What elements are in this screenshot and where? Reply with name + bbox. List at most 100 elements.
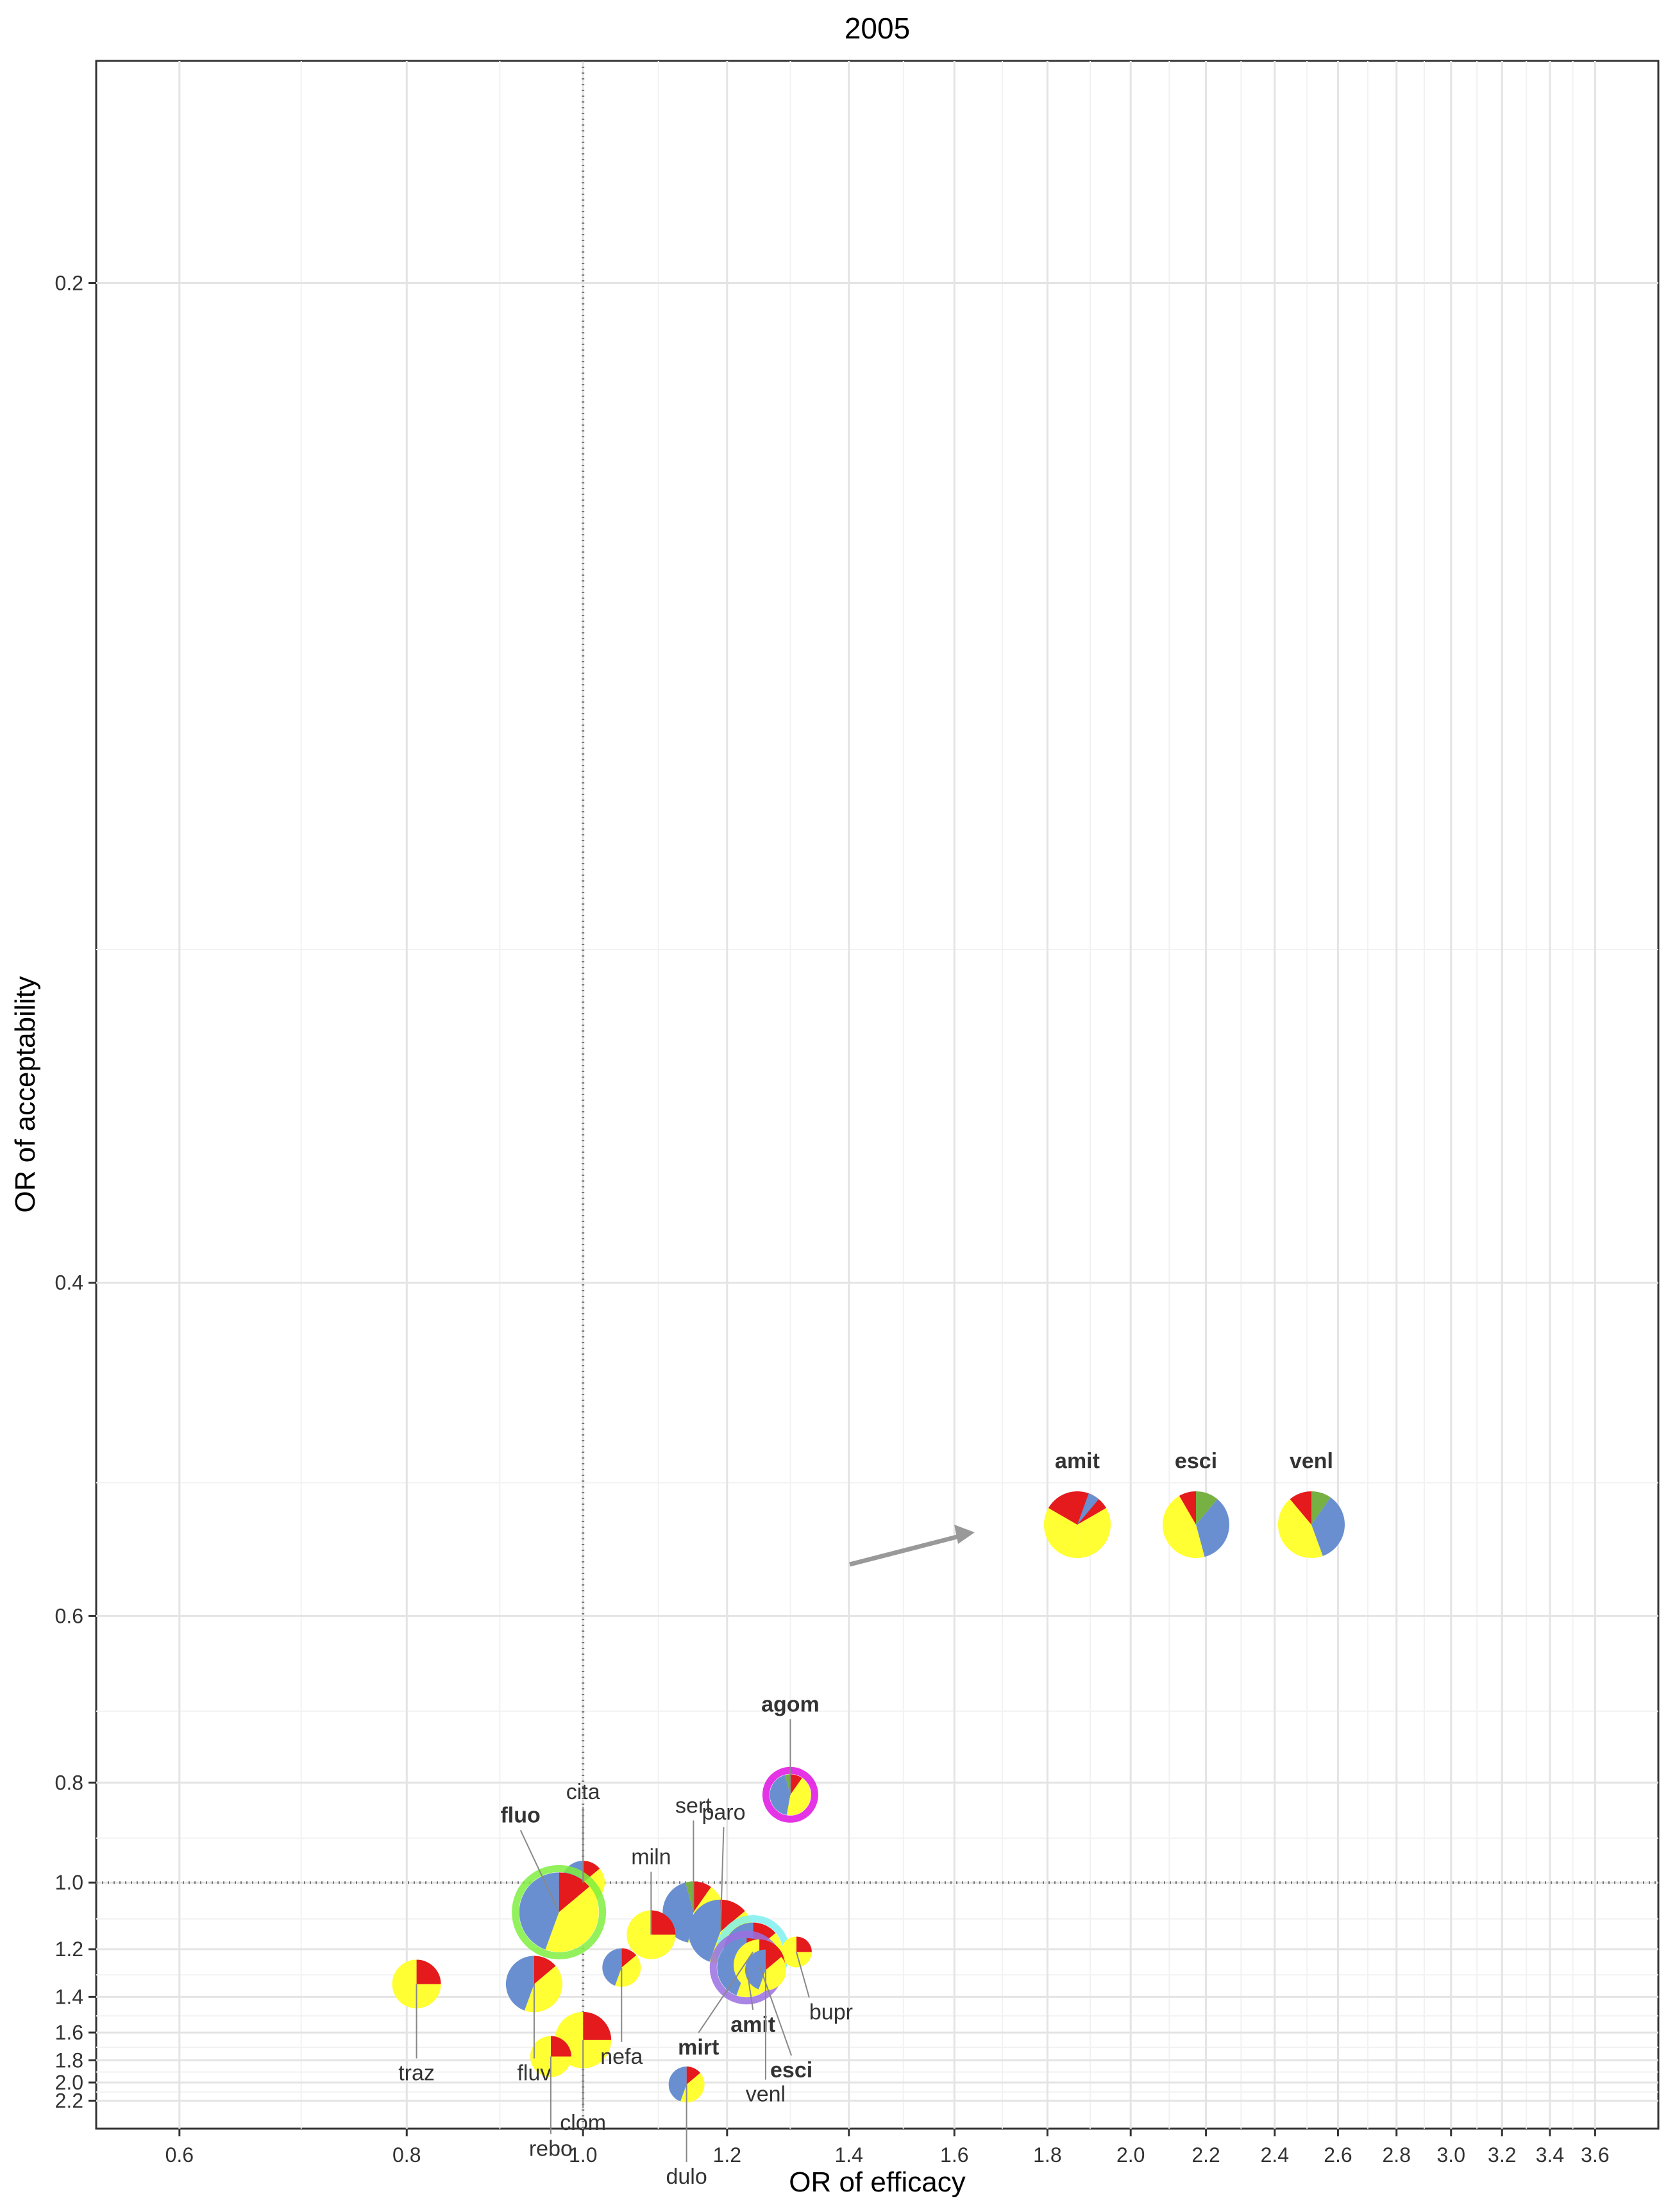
pie-slice	[686, 2066, 701, 2085]
label-leader	[759, 1965, 793, 2056]
inset-pie-esci	[1163, 1491, 1229, 1558]
y-tick-label: 1.4	[55, 1985, 83, 2008]
x-tick-label: 2.0	[1116, 2143, 1145, 2166]
x-tick-label: 2.6	[1324, 2143, 1352, 2166]
pie-slice	[1311, 1497, 1345, 1556]
label-leader	[746, 1967, 754, 2010]
label-leader	[698, 1951, 754, 2033]
pie-slice	[668, 2066, 687, 2102]
pie-slice	[745, 1949, 766, 1990]
pie-slice	[1196, 1499, 1229, 1557]
point-label: clom	[560, 2111, 606, 2135]
pie-slice	[1044, 1508, 1084, 1558]
y-tick-label: 2.0	[55, 2071, 83, 2094]
x-tick-label: 1.4	[834, 2143, 863, 2166]
y-tick-label: 1.0	[55, 1871, 83, 1894]
x-tick-label: 1.8	[1033, 2143, 1061, 2166]
point-label: rebo	[529, 2137, 573, 2161]
point-label: agom	[761, 1692, 820, 1716]
inset-pie-venl	[1278, 1491, 1345, 1558]
y-tick-label: 1.6	[55, 2021, 83, 2044]
point-label: fluv	[517, 2061, 551, 2085]
label-leader	[519, 1829, 560, 1913]
point-label: mirt	[678, 2035, 719, 2059]
inset-label: esci	[1175, 1449, 1217, 1473]
y-tick-label: 0.6	[55, 1604, 83, 1627]
x-tick-label: 2.4	[1261, 2143, 1289, 2166]
inset-arrow-head	[954, 1525, 975, 1544]
pie-slice	[1196, 1491, 1218, 1525]
plot-panel	[95, 60, 1660, 2130]
pie-slice	[1077, 1508, 1111, 1558]
x-tick-label: 3.6	[1581, 2143, 1609, 2166]
pie-slice	[583, 2011, 612, 2040]
x-tick-label: 0.8	[392, 2143, 421, 2166]
pie-slice	[720, 1899, 745, 1932]
pie-slice	[602, 1948, 622, 1986]
x-tick-label: 3.0	[1437, 2143, 1465, 2166]
point-label: dulo	[666, 2165, 707, 2189]
y-tick-label: 1.2	[55, 1938, 83, 1961]
x-tick-label: 3.4	[1536, 2143, 1564, 2166]
y-tick-label: 0.2	[55, 271, 83, 294]
label-leader	[795, 1952, 810, 1998]
pie-slice	[545, 1886, 599, 1952]
pie-slice	[688, 1899, 721, 1962]
pie-slice	[1290, 1491, 1311, 1525]
point-label: venl	[746, 2082, 786, 2107]
y-tick-label: 1.8	[55, 2049, 83, 2072]
point-label: sert	[675, 1793, 712, 1818]
pie-slice	[790, 1774, 802, 1795]
pie-slice	[685, 1881, 694, 1913]
x-axis-title: OR of efficacy	[789, 2166, 966, 2198]
grid-minor	[96, 61, 1658, 2129]
x-tick-label: 1.0	[569, 2143, 597, 2166]
pie-slice	[1179, 1491, 1196, 1525]
pie-slice	[693, 1881, 711, 1913]
point-label: amit	[730, 2013, 775, 2037]
point-label: cita	[566, 1780, 600, 1804]
y-tick-label: 0.8	[55, 1771, 83, 1794]
x-tick-label: 0.6	[165, 2143, 194, 2166]
point-label: fluo	[500, 1803, 540, 1827]
pie-slice	[621, 1948, 637, 1968]
pie-agom	[762, 1766, 818, 1823]
pie-slice	[1278, 1499, 1323, 1558]
pie-slice	[786, 1778, 811, 1816]
pie-slice	[1163, 1495, 1205, 1558]
pie-slice	[550, 2036, 571, 2057]
y-tick-label: 2.2	[55, 2089, 83, 2112]
x-tick-label: 3.2	[1488, 2143, 1516, 2166]
pie-slice	[1077, 1491, 1107, 1525]
pie-slice	[416, 1959, 441, 1984]
x-tick-label: 1.6	[940, 2143, 968, 2166]
pie-slice	[785, 1774, 791, 1795]
pie-slice	[770, 1775, 791, 1815]
point-label: esci	[770, 2058, 812, 2082]
y-tick-label: 0.4	[55, 1271, 83, 1295]
label-leader	[720, 1827, 725, 1932]
pie-slice	[651, 1910, 676, 1935]
x-tick-label: 1.2	[713, 2143, 741, 2166]
pie-slice	[1048, 1491, 1077, 1525]
point-label: traz	[398, 2061, 435, 2085]
pie-slice	[505, 1956, 534, 2011]
pie-slice	[765, 1949, 782, 1970]
pie-slice	[796, 1936, 812, 1952]
pie-slice	[1311, 1491, 1331, 1525]
point-label: miln	[631, 1845, 671, 1870]
axis-ticks: 0.6 0.8 1.0 1.2 1.4 1.6 1.8 2.0 2.2 2.4 2.6 2.8 3.0 3…	[55, 271, 1610, 2166]
pie-slice	[534, 1956, 556, 1984]
legend-inset	[849, 1491, 1345, 1567]
chart-title: 2005	[845, 12, 910, 45]
highlight-ring	[512, 1864, 607, 1959]
point-label: nefa	[600, 2045, 643, 2069]
pie-slice	[1077, 1493, 1099, 1525]
y-axis-title: OR of acceptability	[10, 976, 41, 1212]
point-label: bupr	[809, 2000, 853, 2024]
x-tick-label: 2.2	[1191, 2143, 1220, 2166]
x-tick-label: 2.8	[1383, 2143, 1411, 2166]
inset-arrow	[849, 1533, 963, 1567]
